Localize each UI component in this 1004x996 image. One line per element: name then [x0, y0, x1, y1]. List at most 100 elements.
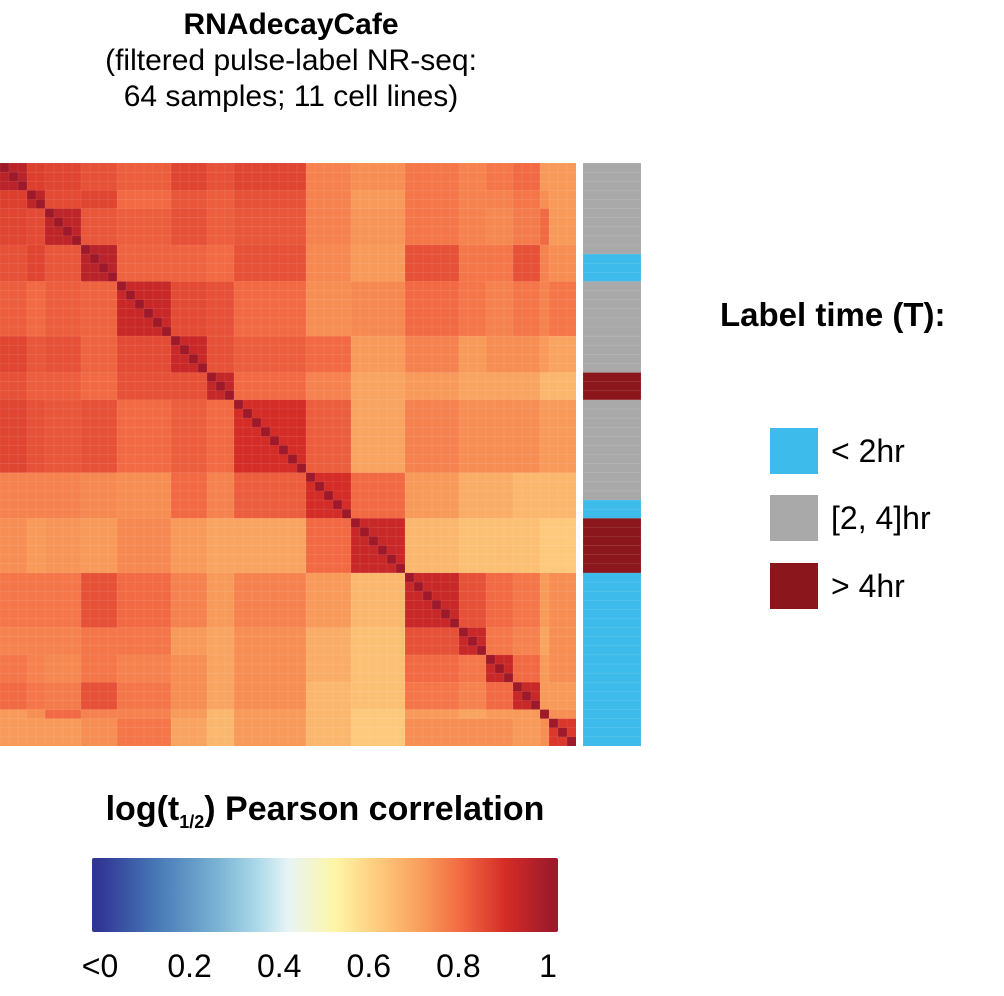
- heatmap-cell: [143, 472, 154, 483]
- heatmap-cell: [188, 353, 199, 365]
- heatmap-cell: [35, 372, 46, 383]
- heatmap-cell: [386, 226, 397, 237]
- heatmap-cell: [566, 572, 576, 583]
- heatmap-cell: [386, 308, 397, 319]
- heatmap-cell: [449, 599, 460, 610]
- heatmap-cell: [143, 645, 154, 656]
- heatmap-cell: [512, 226, 523, 237]
- heatmap-cell: [197, 180, 208, 191]
- heatmap-cell: [368, 481, 379, 492]
- heatmap-cell: [296, 590, 307, 601]
- heatmap-cell: [35, 417, 46, 428]
- heatmap-cell: [179, 353, 190, 365]
- heatmap-cell: [0, 317, 10, 328]
- heatmap-cell: [386, 499, 397, 510]
- heatmap-cell: [278, 199, 289, 210]
- heatmap-cell: [116, 171, 127, 182]
- heatmap-cell: [233, 490, 244, 501]
- heatmap-cell: [80, 253, 91, 264]
- heatmap-cell: [377, 481, 388, 492]
- heatmap-cell: [566, 718, 576, 729]
- heatmap-cell: [494, 290, 505, 301]
- heatmap-cell: [44, 599, 55, 610]
- heatmap-cell: [485, 563, 496, 574]
- heatmap-cell: [161, 672, 172, 683]
- heatmap-cell: [8, 709, 19, 720]
- heatmap-cell: [548, 217, 559, 228]
- heatmap-cell: [251, 299, 262, 310]
- heatmap-cell: [332, 317, 343, 328]
- heatmap-cell: [503, 663, 514, 674]
- heatmap-cell: [215, 262, 226, 273]
- heatmap-cell: [440, 408, 451, 419]
- heatmap-cell: [494, 645, 505, 656]
- heatmap-cell: [404, 517, 415, 528]
- heatmap-cell: [431, 709, 442, 720]
- heatmap-cell: [467, 226, 478, 237]
- heatmap-cell: [341, 326, 352, 337]
- heatmap-cell: [26, 691, 37, 702]
- heatmap-cell: [566, 454, 576, 465]
- heatmap-cell: [422, 372, 433, 383]
- heatmap-cell: [206, 718, 217, 729]
- heatmap-cell: [359, 262, 370, 273]
- heatmap-cell: [206, 244, 217, 255]
- heatmap-cell: [152, 636, 163, 647]
- heatmap-cell: [503, 281, 514, 292]
- heatmap-cell: [458, 262, 469, 273]
- heatmap-cell: [260, 736, 271, 746]
- heatmap-cell: [323, 381, 334, 392]
- heatmap-cell: [152, 163, 163, 173]
- heatmap-cell: [89, 663, 100, 674]
- heatmap-cell: [206, 326, 217, 337]
- heatmap-cell: [197, 290, 208, 301]
- heatmap-cell: [8, 290, 19, 301]
- heatmap-cell: [161, 663, 172, 674]
- heatmap-cell: [323, 290, 334, 301]
- heatmap-cell: [539, 244, 550, 255]
- heatmap-cell: [62, 554, 73, 565]
- heatmap-cell: [521, 262, 532, 273]
- heatmap-cell: [116, 581, 127, 592]
- annotation-cell: [583, 681, 641, 692]
- heatmap-cell: [350, 190, 361, 201]
- heatmap-cell: [476, 308, 487, 319]
- heatmap-cell: [188, 299, 199, 310]
- heatmap-cell: [305, 454, 316, 465]
- heatmap-cell: [413, 581, 424, 592]
- heatmap-cell: [287, 244, 298, 255]
- heatmap-cell: [386, 244, 397, 255]
- heatmap-cell: [413, 180, 424, 191]
- heatmap-cell: [296, 317, 307, 328]
- heatmap-cell: [215, 709, 226, 720]
- heatmap-cell: [377, 536, 388, 547]
- heatmap-cell: [287, 445, 298, 456]
- heatmap-cell: [296, 672, 307, 683]
- heatmap-cell: [494, 536, 505, 547]
- heatmap-cell: [287, 609, 298, 620]
- heatmap-cell: [170, 599, 181, 610]
- heatmap-cell: [323, 618, 334, 629]
- heatmap-cell: [341, 527, 352, 538]
- heatmap-cell: [305, 481, 316, 492]
- heatmap-cell: [395, 536, 406, 547]
- heatmap-cell: [161, 445, 172, 456]
- heatmap-cell: [377, 527, 388, 538]
- heatmap-cell: [314, 299, 325, 310]
- heatmap-cell: [521, 445, 532, 456]
- heatmap-cell: [431, 527, 442, 538]
- heatmap-cell: [566, 317, 576, 328]
- heatmap-cell: [71, 353, 82, 365]
- heatmap-cell: [566, 253, 576, 264]
- heatmap-cell: [80, 199, 91, 210]
- heatmap-cell: [251, 691, 262, 702]
- heatmap-cell: [539, 672, 550, 683]
- heatmap-cell: [260, 563, 271, 574]
- heatmap-cell: [278, 353, 289, 365]
- heatmap-cell: [539, 536, 550, 547]
- heatmap-cell: [350, 454, 361, 465]
- heatmap-cell: [494, 163, 505, 173]
- heatmap-cell: [134, 244, 145, 255]
- heatmap-cell: [278, 609, 289, 620]
- heatmap-cell: [350, 326, 361, 337]
